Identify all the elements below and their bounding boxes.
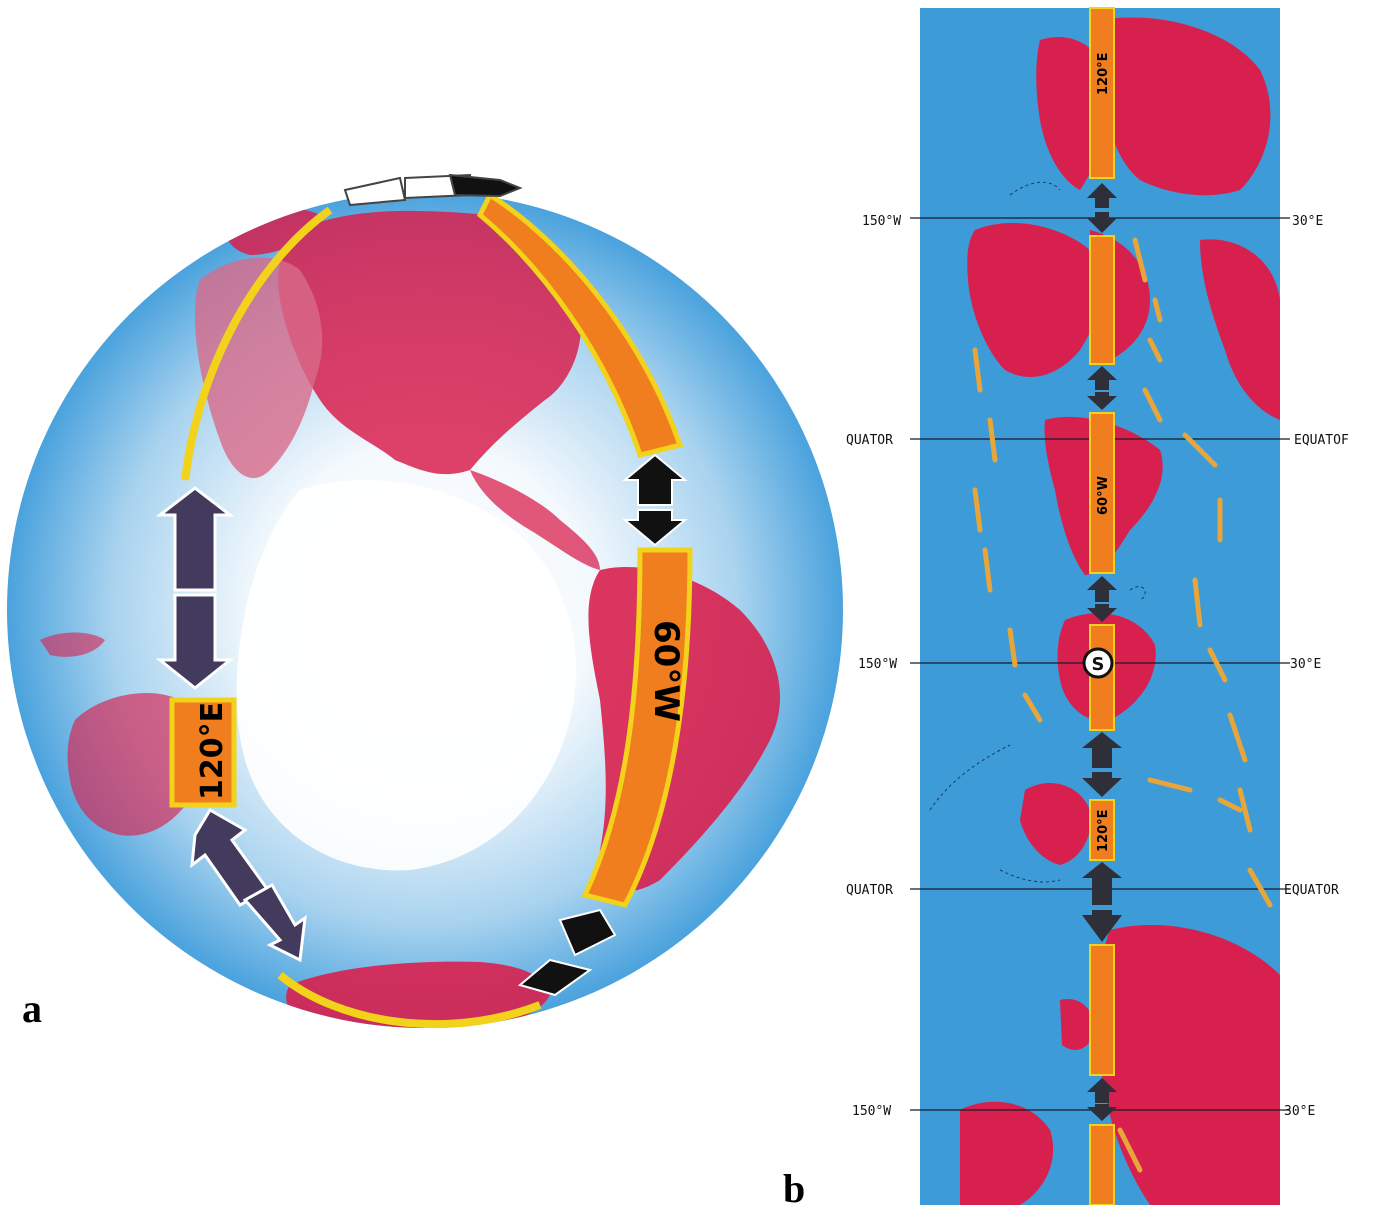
grid-label-left-1: 150°W <box>862 214 901 229</box>
strip-coastlines <box>929 181 1146 883</box>
grid-label-left-2: QUATOR <box>846 433 893 448</box>
grid-label-left-4: QUATOR <box>846 883 893 898</box>
landmass-central-america <box>470 470 600 570</box>
belt-60w-main <box>581 547 693 908</box>
arrow-60w-top <box>622 453 688 547</box>
panel-a-label: a <box>22 986 42 1031</box>
landmass-australia <box>67 692 201 836</box>
meridian-label-120e: 120°E <box>195 702 230 800</box>
landmass-islands <box>40 632 105 657</box>
south-pole-marker: S <box>1082 647 1114 679</box>
arrow-120e-upper <box>155 486 235 690</box>
strip-land-lower-2 <box>960 1101 1054 1205</box>
strip-belt-label-top: 120°E <box>1096 52 1111 95</box>
grid-label-right-4: EQUATOR <box>1284 883 1339 898</box>
landmass-left-upper <box>195 257 323 479</box>
panel-b-label: b <box>783 1166 806 1211</box>
strip-belt-label-bottom: 120°E <box>1096 809 1111 852</box>
grid-label-right-2: EQUATOF <box>1294 433 1349 448</box>
landmass-eurasia <box>278 210 581 475</box>
strip-arrows <box>1082 183 1122 1121</box>
belt-120e-upper <box>181 206 333 481</box>
globe-central-white <box>236 480 577 871</box>
belt-120e-label-box <box>169 697 237 808</box>
arrow-60w-bottom <box>517 908 617 997</box>
meridian-label-60w: 60°W <box>646 620 686 722</box>
grid-label-right-3: 30°E <box>1290 657 1321 672</box>
belt-60w-upper <box>476 191 684 458</box>
strip-belt-label-middle: 60°W <box>1096 476 1111 515</box>
strip-map: 150°W 30°E QUATOR EQUATOF 150°W 30°E QUA… <box>846 7 1349 1205</box>
strip-land-australia <box>1020 782 1091 865</box>
grid-label-right-5: 30°E <box>1284 1104 1315 1119</box>
strip-land-2 <box>1100 17 1271 196</box>
strip-land-lower-3 <box>1060 999 1095 1050</box>
strip-land-lower-1 <box>1097 925 1280 1205</box>
strip-land-5 <box>1200 239 1280 420</box>
arrow-120e-lower <box>190 807 307 963</box>
grid-label-left-5: 150°W <box>852 1104 891 1119</box>
globe: 60°W 120°E <box>7 173 843 1029</box>
strip-land-3 <box>967 222 1101 378</box>
belt-bottom <box>277 971 542 1029</box>
grid-label-left-3: 150°W <box>858 657 897 672</box>
top-arrow <box>343 173 523 207</box>
grid-label-right-1: 30°E <box>1292 214 1323 229</box>
svg-text:S: S <box>1092 654 1105 675</box>
current-arrows <box>972 237 1273 1173</box>
